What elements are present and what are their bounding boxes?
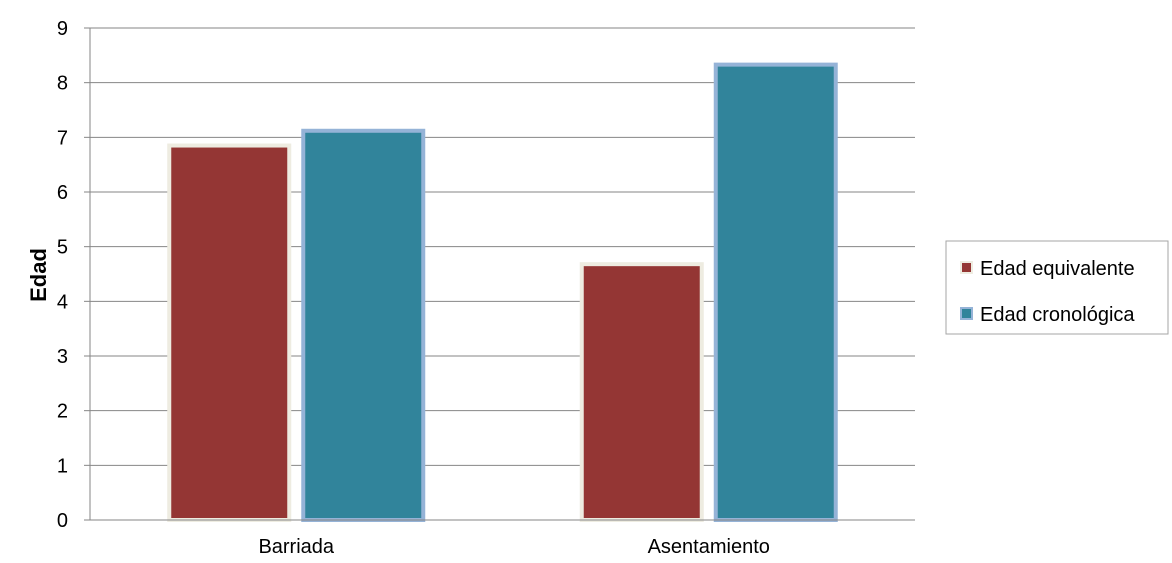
y-tick-label: 5 [57,237,68,259]
legend: Edad equivalente Edad cronológica [945,240,1169,335]
y-tick-label: 8 [57,73,68,95]
y-tick-label: 3 [57,346,68,368]
legend-swatch [960,307,973,320]
legend-label: Edad cronológica [980,304,1135,326]
y-axis-title: Edad [26,248,51,302]
bar-edad-cronológica-asentamiento [713,62,838,522]
bar-edad-equivalente-barriada [167,143,292,523]
y-tick-labels: 0 1 2 3 4 5 6 7 8 9 [57,18,68,532]
bar-edad-equivalente-asentamiento [579,262,704,522]
y-tick-label: 7 [57,127,68,149]
y-tick-label: 4 [57,291,68,313]
x-category-label: Barriada [258,536,334,558]
legend-swatch [960,261,973,274]
x-category-label: Asentamiento [648,536,770,558]
bar-edad-cronológica-barriada [301,128,426,522]
x-category-labels: Barriada Asentamiento [258,536,769,558]
y-tick-label: 9 [57,18,68,40]
y-tick-label: 2 [57,401,68,423]
axes [89,28,915,521]
y-tick-label: 0 [57,510,68,532]
y-tick-label: 1 [57,455,68,477]
bars [167,62,838,523]
legend-frame [945,240,1169,335]
y-tick-label: 6 [57,182,68,204]
legend-label: Edad equivalente [980,258,1135,280]
